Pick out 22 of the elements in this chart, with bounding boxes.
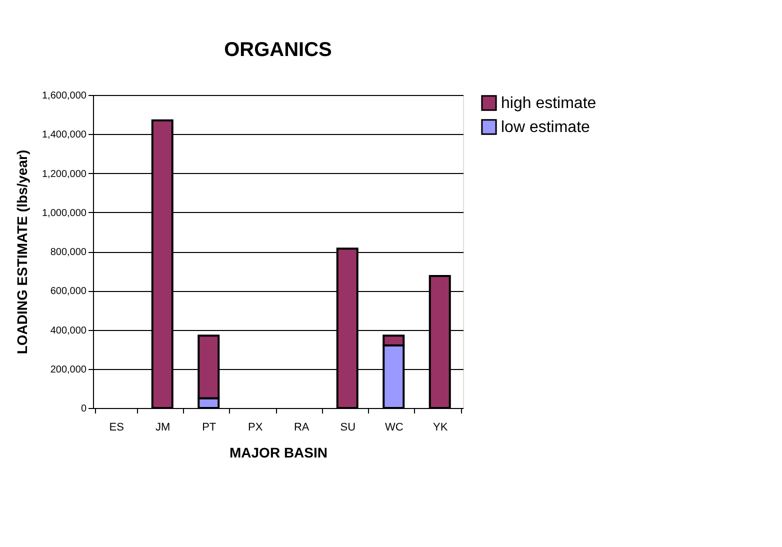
y-tick-label: 1,600,000 [42, 90, 87, 102]
y-tick-label: 1,200,000 [42, 168, 87, 180]
y-axis-title: LOADING ESTIMATE (lbs/year) [14, 150, 30, 354]
y-tick-label: 0 [80, 404, 87, 414]
x-tick-label: YK [433, 422, 448, 434]
chart-title: ORGANICS [224, 39, 332, 61]
y-tick-label: 600,000 [50, 286, 87, 298]
y-tick-label: 400,000 [50, 325, 87, 336]
x-tick-label: JM [156, 422, 170, 434]
legend-label: low estimate [501, 119, 590, 136]
y-tick-label: 800,000 [50, 247, 87, 258]
x-tick-label: RA [294, 422, 310, 434]
x-tick-label: PT [202, 422, 216, 434]
x-tick-label: ES [109, 422, 124, 434]
legend-label: high estimate [501, 95, 596, 112]
y-tick-label: 200,000 [50, 364, 87, 376]
y-tick-label: 1,400,000 [42, 130, 87, 141]
x-axis-title: MAJOR BASIN [229, 444, 328, 460]
x-tick-label: SU [340, 422, 356, 434]
x-tick-label: WC [384, 422, 404, 434]
x-tick-label: PX [248, 422, 264, 434]
y-tick-label: 1,000,000 [42, 208, 87, 219]
